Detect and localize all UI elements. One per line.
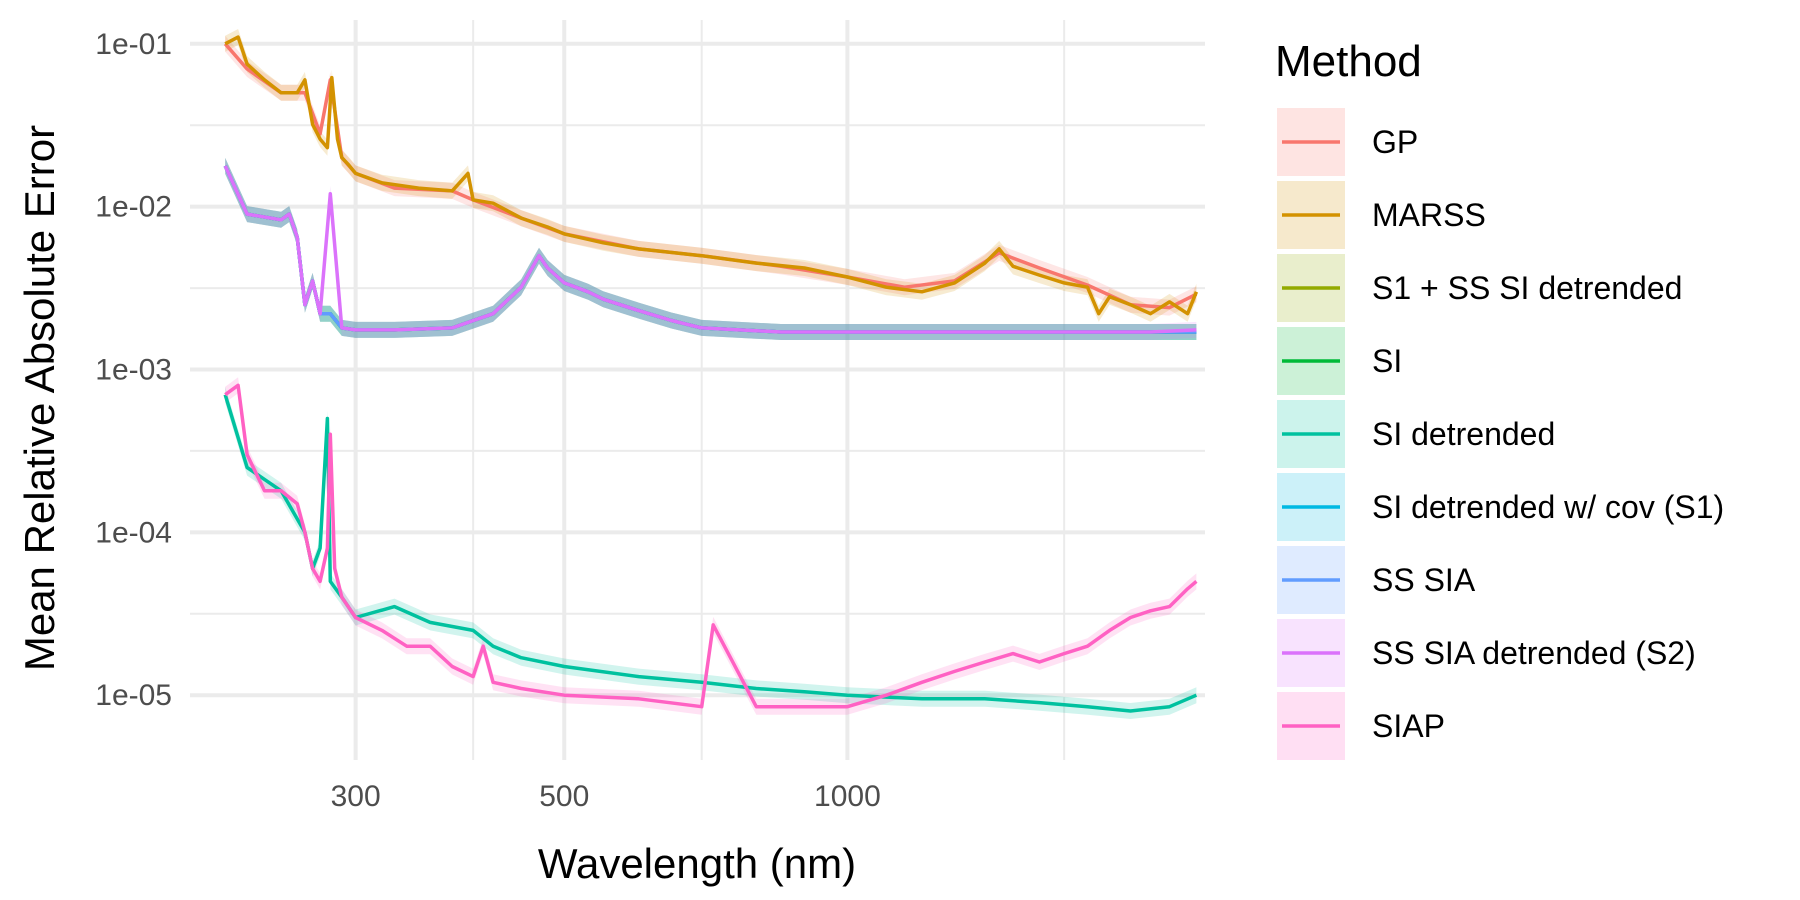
- y-tick-label: 1e-03: [95, 353, 172, 386]
- line-si-detrended: [223, 394, 1198, 713]
- x-tick-label: 300: [331, 780, 381, 813]
- legend-label-marss: MARSS: [1372, 197, 1486, 233]
- y-axis-tick-labels: 1e-01 1e-02 1e-03 1e-04 1e-05: [95, 28, 172, 712]
- y-tick-label: 1e-05: [95, 679, 172, 712]
- legend-label-si: SI: [1372, 343, 1402, 379]
- legend: Method GP MARSS S1 + SS SI detrended SI SI d…: [1275, 37, 1724, 760]
- y-tick-label: 1e-01: [95, 28, 172, 61]
- legend-label-si-detrended-w-cov-s1: SI detrended w/ cov (S1): [1372, 489, 1724, 525]
- legend-title: Method: [1275, 37, 1422, 86]
- x-axis-title: Wavelength (nm): [538, 840, 856, 887]
- y-tick-label: 1e-04: [95, 516, 172, 549]
- x-tick-label: 1000: [814, 780, 881, 813]
- legend-label-ss-sia: SS SIA: [1372, 562, 1476, 598]
- band-gp: [225, 35, 1197, 316]
- legend-label-si-detrended: SI detrended: [1372, 416, 1555, 452]
- legend-label-gp: GP: [1372, 124, 1418, 160]
- line-marss: [224, 35, 1199, 316]
- legend-label-siap: SIAP: [1372, 708, 1445, 744]
- y-tick-label: 1e-02: [95, 191, 172, 224]
- band-si-detrended: [225, 386, 1197, 719]
- band-marss: [225, 29, 1197, 322]
- y-axis-title: Mean Relative Absolute Error: [16, 125, 63, 671]
- series-lines: [223, 35, 1199, 713]
- major-gridlines: [190, 20, 1205, 760]
- legend-label-s1-ss-si-detrended: S1 + SS SI detrended: [1372, 270, 1682, 306]
- line-ss-sia-detrended-s2: [223, 165, 1197, 334]
- confidence-bands: [225, 29, 1197, 719]
- x-tick-label: 500: [539, 780, 589, 813]
- x-axis-tick-labels: 300 500 1000: [331, 780, 881, 813]
- line-siap: [224, 383, 1198, 709]
- minor-gridlines: [190, 20, 1205, 760]
- legend-label-ss-sia-detrended-s2: SS SIA detrended (S2): [1372, 635, 1696, 671]
- band-siap: [225, 377, 1197, 715]
